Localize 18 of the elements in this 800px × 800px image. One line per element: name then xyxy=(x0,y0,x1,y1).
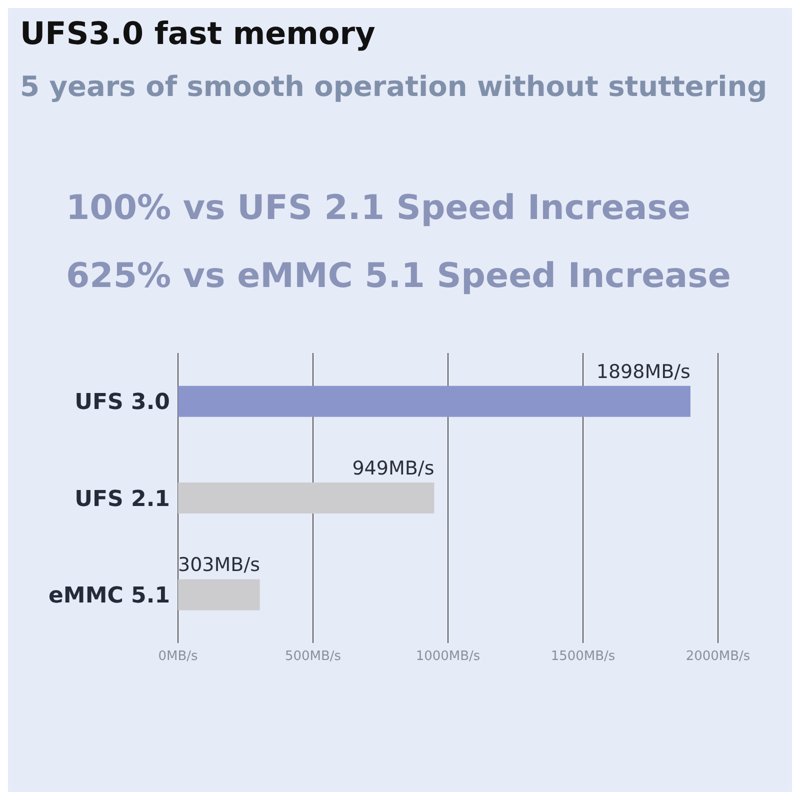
text: 100% vs UFS 2.1 Speed Increase xyxy=(66,188,691,228)
text: 625% vs eMMC 5.1 Speed Increase xyxy=(66,256,731,296)
chart-title: UFS3.0 fast memory xyxy=(20,16,376,52)
data-label: 303MB/s xyxy=(178,554,260,576)
bar xyxy=(178,386,690,417)
x-tick-label: 500MB/s xyxy=(284,649,342,664)
y-tick-label: eMMC 5.1 xyxy=(48,583,170,608)
data-label: 949MB/s xyxy=(352,458,434,480)
bar xyxy=(178,579,260,610)
y-tick-label: UFS 3.0 xyxy=(74,390,170,416)
x-tick-label: 1000MB/s xyxy=(416,649,480,664)
chart-subtitle: 5 years of smooth operation without stuttering xyxy=(20,70,768,103)
data-label: 1898MB/s xyxy=(596,360,690,383)
y-tick-label: UFS 2.1 xyxy=(74,486,170,512)
x-tick-label: 0MB/s xyxy=(158,649,198,664)
x-tick-label: 2000MB/s xyxy=(686,649,750,664)
bar xyxy=(178,482,434,514)
x-tick-label: 1500MB/s xyxy=(550,649,616,664)
